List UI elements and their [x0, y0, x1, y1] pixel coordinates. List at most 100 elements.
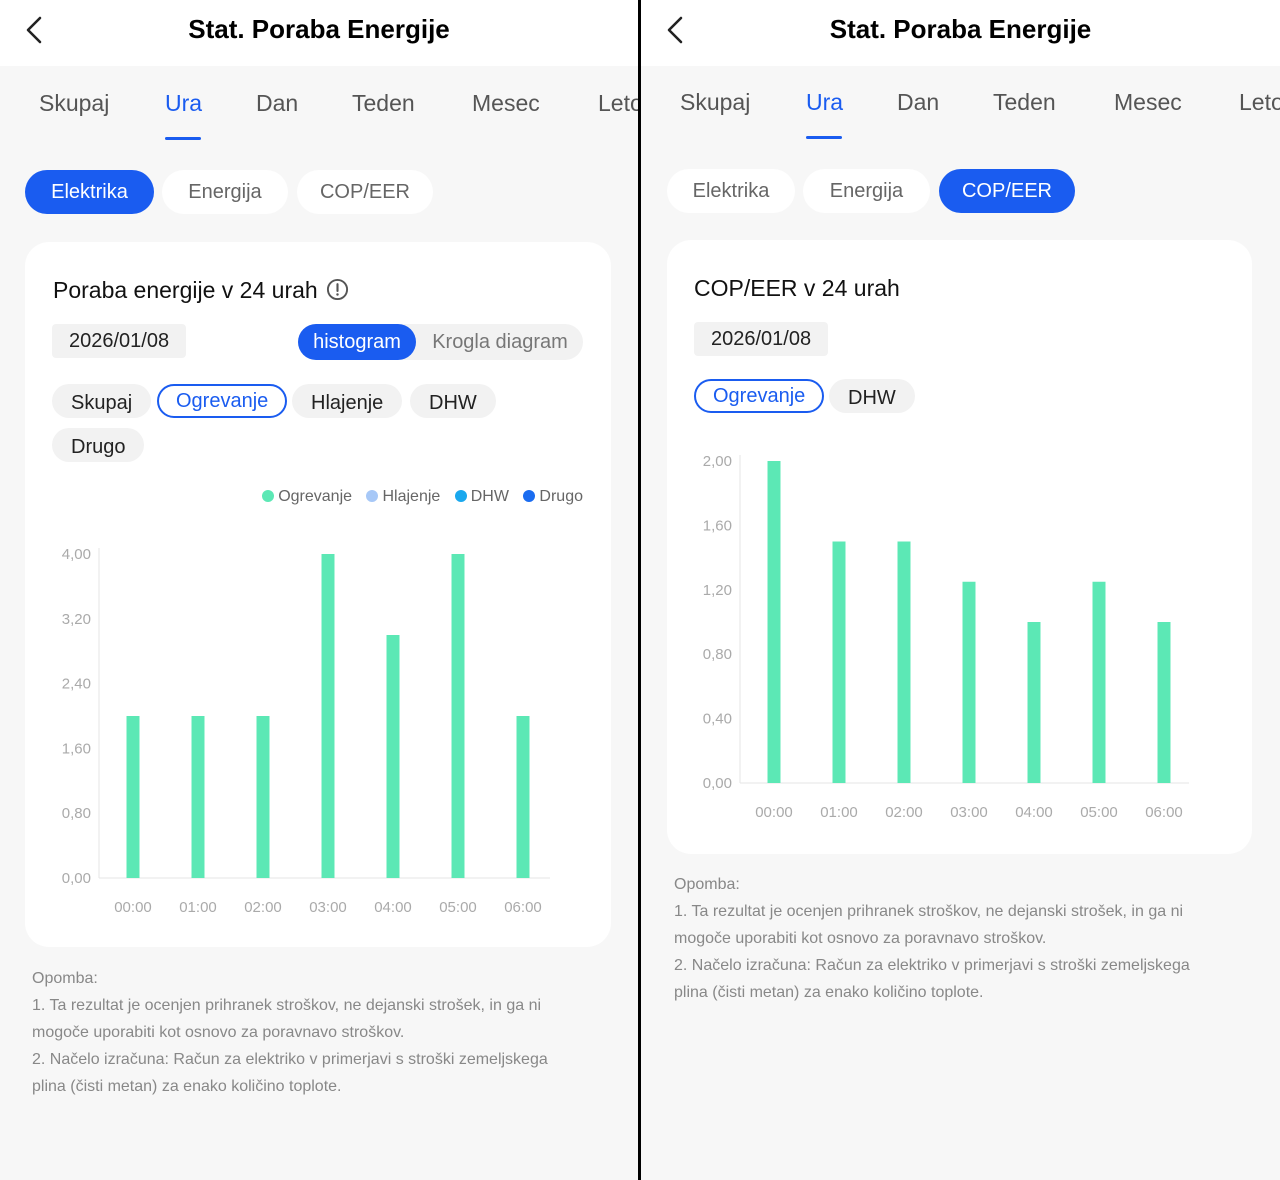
x-tick-label: 06:00 — [1145, 804, 1183, 821]
tab-teden[interactable]: Teden — [993, 89, 1056, 115]
filter-chip-ogrevanje[interactable]: Ogrevanje — [694, 379, 825, 413]
x-tick-label: 03:00 — [309, 899, 347, 916]
active-tab-indicator — [165, 137, 201, 140]
app-header: Stat. Poraba Energije — [641, 0, 1280, 66]
tab-ura[interactable]: Ura — [165, 90, 203, 116]
y-tick-label: 1,20 — [703, 582, 732, 599]
bar-02:00 — [256, 716, 270, 878]
x-tick-label: 01:00 — [820, 804, 858, 821]
filter-chip-hlajenje[interactable]: Hlajenje — [292, 384, 403, 418]
type-pill-elektrika[interactable]: Elektrika — [667, 169, 795, 213]
note-line: 1. Ta rezultat je ocenjen prihranek stro… — [674, 903, 1184, 920]
x-tick-label: 00:00 — [114, 899, 152, 916]
bar-00:00 — [767, 461, 781, 783]
note-line: mogoče uporabiti kot osnovo za poravnavo… — [674, 930, 1047, 947]
bar-01:00 — [191, 716, 205, 878]
histogram-toggle[interactable]: histogram — [298, 324, 416, 360]
filter-chip-drugo[interactable]: Drugo — [52, 428, 145, 462]
bar-06:00 — [516, 716, 530, 878]
tab-leto[interactable]: Leto — [598, 90, 638, 116]
bar-06:00 — [1157, 622, 1171, 783]
note-line: 2. Načelo izračuna: Račun za elektriko v… — [32, 1051, 548, 1068]
filter-chip-dhw[interactable]: DHW — [410, 384, 496, 418]
type-pill-cop-eer[interactable]: COP/EER — [297, 170, 433, 214]
x-tick-label: 01:00 — [179, 899, 217, 916]
bar-01:00 — [832, 541, 846, 783]
bar-05:00 — [451, 554, 465, 878]
legend-item-hlajenje: Hlajenje — [366, 488, 440, 506]
x-tick-label: 04:00 — [374, 899, 412, 916]
y-tick-label: 4,00 — [62, 546, 91, 563]
type-pill-energija[interactable]: Energija — [803, 169, 930, 213]
x-tick-label: 05:00 — [439, 899, 477, 916]
view-toggle: histogram Krogla diagram — [298, 324, 583, 360]
note-line: 1. Ta rezultat je ocenjen prihranek stro… — [32, 997, 542, 1014]
note-section: Opomba: 1. Ta rezultat je ocenjen prihra… — [32, 965, 548, 1100]
chevron-left-icon[interactable] — [663, 14, 691, 46]
screen-divider — [638, 0, 641, 1180]
chevron-left-icon[interactable] — [22, 14, 50, 46]
y-tick-label: 0,80 — [62, 805, 91, 822]
pie-chart-toggle[interactable]: Krogla diagram — [432, 331, 568, 353]
tab-ura[interactable]: Ura — [806, 89, 844, 115]
bar-00:00 — [126, 716, 140, 878]
tab-leto[interactable]: Leto — [1239, 89, 1280, 115]
note-heading: Opomba: — [32, 970, 98, 987]
page-title: Stat. Poraba Energije — [829, 14, 1092, 44]
chart-card: COP/EER v 24 urah 2026/01/08 Ogrevanje D… — [667, 240, 1252, 854]
note-line: plina (čisti metan) za enako količino to… — [32, 1078, 342, 1095]
y-tick-label: 0,40 — [703, 711, 732, 728]
note-heading: Opomba: — [674, 876, 740, 893]
y-tick-label: 3,20 — [62, 611, 91, 628]
legend-item-dhw: DHW — [454, 488, 509, 506]
bar-04:00 — [1027, 622, 1041, 783]
chart-card: Poraba energije v 24 urah 2026/01/08 his… — [25, 242, 611, 947]
legend-dot — [366, 490, 379, 502]
legend-dot — [262, 490, 275, 502]
date-selector[interactable]: 2026/01/08 — [52, 324, 187, 358]
type-pill-cop-eer[interactable]: COP/EER — [939, 169, 1075, 213]
cop-bar-chart: 0,00 0,40 0,80 1,20 1,60 2,00 00:00 01:00 02:00 0… — [703, 453, 1189, 821]
date-selector[interactable]: 2026/01/08 — [694, 322, 829, 356]
active-tab-indicator — [806, 136, 842, 139]
bar-03:00 — [962, 581, 976, 783]
info-circle-icon[interactable] — [326, 278, 349, 301]
type-pill-energija[interactable]: Energija — [162, 170, 288, 214]
tab-mesec[interactable]: Mesec — [1114, 89, 1182, 115]
legend-item-drugo: Drugo — [523, 488, 583, 506]
tab-dan[interactable]: Dan — [256, 90, 299, 116]
y-tick-label: 2,40 — [62, 676, 91, 693]
period-tabs: Skupaj Ura Dan Teden Mesec Leto — [641, 65, 1280, 145]
filter-chip-dhw[interactable]: DHW — [829, 379, 915, 413]
card-title: Poraba energije v 24 urah — [53, 277, 349, 304]
tab-teden[interactable]: Teden — [352, 90, 415, 116]
legend-item-ogrevanje: Ogrevanje — [262, 488, 352, 506]
card-title: COP/EER v 24 urah — [694, 275, 900, 301]
y-tick-label: 2,00 — [703, 453, 732, 470]
bar-04:00 — [386, 635, 400, 878]
note-line: plina (čisti metan) za enako količino to… — [674, 984, 984, 1001]
right-screen: Stat. Poraba Energije Skupaj Ura Dan Ted… — [641, 0, 1280, 1180]
type-pill-elektrika[interactable]: Elektrika — [25, 170, 154, 214]
tab-mesec[interactable]: Mesec — [472, 90, 540, 116]
filter-chip-ogrevanje[interactable]: Ogrevanje — [157, 384, 288, 418]
legend-label: DHW — [470, 488, 509, 505]
legend-label: Ogrevanje — [278, 488, 353, 505]
chart-legend: Ogrevanje Hlajenje DHW Drugo — [252, 488, 583, 506]
tab-skupaj[interactable]: Skupaj — [680, 89, 751, 115]
page-title: Stat. Poraba Energije — [188, 14, 450, 44]
bar-03:00 — [321, 554, 335, 878]
period-tabs: Skupaj Ura Dan Teden Mesec Leto — [0, 66, 638, 146]
tab-skupaj[interactable]: Skupaj — [39, 90, 110, 116]
x-tick-label: 04:00 — [1015, 804, 1053, 821]
x-tick-label: 02:00 — [244, 899, 282, 916]
legend-dot — [523, 490, 536, 502]
legend-label: Hlajenje — [382, 488, 441, 505]
legend-dot — [454, 490, 467, 502]
y-tick-label: 0,80 — [703, 646, 732, 663]
tab-dan[interactable]: Dan — [897, 89, 940, 115]
filter-chip-skupaj[interactable]: Skupaj — [52, 384, 152, 418]
note-line: 2. Načelo izračuna: Račun za elektriko v… — [674, 957, 1190, 974]
legend-label: Drugo — [539, 488, 583, 505]
x-tick-label: 02:00 — [885, 804, 923, 821]
